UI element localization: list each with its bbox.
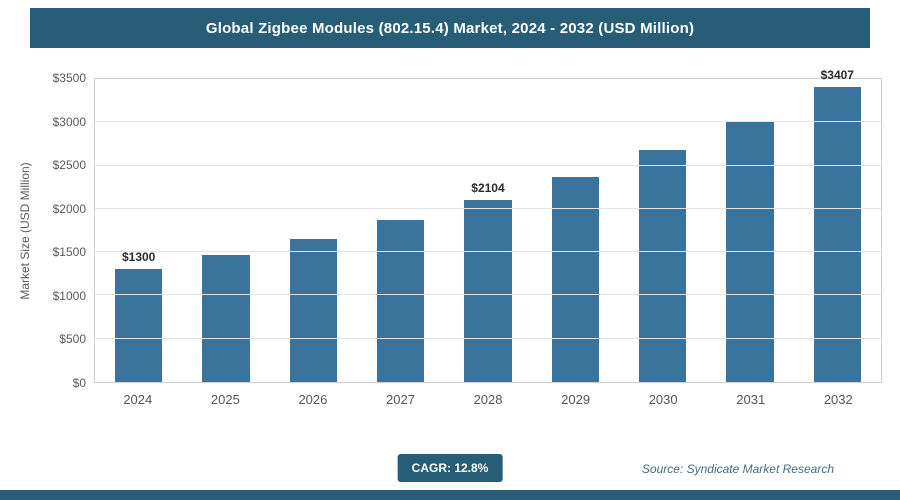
gridline — [95, 164, 881, 166]
gridline — [95, 294, 881, 296]
bar-2030 — [639, 150, 687, 382]
y-tick-label: $3500 — [52, 71, 86, 85]
bar-slot — [357, 79, 444, 382]
x-tick-label: 2024 — [123, 392, 153, 407]
y-axis-title: Market Size (USD Million) — [18, 161, 32, 300]
bar-slot — [270, 79, 357, 382]
bar-slot: $3407 — [794, 68, 881, 382]
bar-value-label: $3407 — [820, 68, 854, 83]
bar-2032: $3407 — [813, 68, 861, 382]
y-tick-label: $2500 — [52, 158, 86, 173]
x-tick-label: 2028 — [473, 392, 503, 407]
cagr-badge: CAGR: 12.8% — [397, 454, 503, 482]
bar-slot: $2104 — [444, 79, 531, 382]
source-text: Source: Syndicate Market Research — [641, 462, 834, 476]
gridline — [95, 337, 881, 339]
y-tick-label: $2000 — [52, 201, 86, 216]
chart-title-bar: Global Zigbee Modules (802.15.4) Market,… — [30, 8, 870, 48]
x-axis-labels: 2024 2025 2026 2027 2028 2029 2030 2031 2032 — [94, 383, 882, 415]
x-tick-label: 2029 — [561, 392, 591, 407]
bar-slot — [182, 79, 269, 382]
bar-2027 — [377, 220, 425, 382]
y-tick-label: $0 — [72, 376, 86, 390]
x-tick-label: 2027 — [386, 392, 415, 407]
bar-slot — [532, 79, 619, 382]
bar-2029 — [551, 176, 599, 382]
bar-value-label: $1300 — [121, 250, 156, 265]
bar-slot — [706, 79, 793, 382]
x-tick-label: 2026 — [298, 392, 328, 407]
bar-value-label: $2104 — [471, 180, 505, 195]
x-tick-label: 2032 — [823, 392, 853, 407]
chart-footer: CAGR: 12.8% Source: Syndicate Market Res… — [0, 450, 900, 484]
bar-2025 — [202, 255, 250, 382]
y-tick-label: $1500 — [52, 245, 86, 260]
x-tick-label: 2031 — [736, 392, 766, 407]
y-axis-ticks: $0 $500 $1000 $1500 $2000 $2500 $3000 $3500 — [38, 71, 94, 390]
gridline — [95, 207, 881, 209]
bar-2026 — [289, 238, 337, 382]
chart-title: Global Zigbee Modules (802.15.4) Market,… — [205, 19, 695, 37]
x-tick-label: 2030 — [648, 392, 678, 407]
gridline — [95, 121, 881, 123]
bar-chart: Market Size (USD Million) $0 $500 $1000 $15… — [12, 68, 882, 415]
plot-area: $1300 $2104 $3407 — [94, 68, 882, 383]
y-tick-label: $3000 — [52, 114, 86, 129]
bar-2028: $2104 — [464, 181, 512, 382]
bar-slot — [619, 79, 706, 382]
bars-container: $1300 $2104 $3407 — [95, 68, 881, 382]
bottom-accent-strip — [0, 490, 900, 500]
y-tick-label: $1000 — [52, 288, 86, 303]
gridline — [95, 251, 881, 253]
bar-slot: $1300 — [95, 79, 182, 382]
x-tick-label: 2025 — [210, 392, 240, 407]
bar-2024: $1300 — [115, 250, 163, 382]
y-tick-label: $500 — [59, 332, 86, 347]
